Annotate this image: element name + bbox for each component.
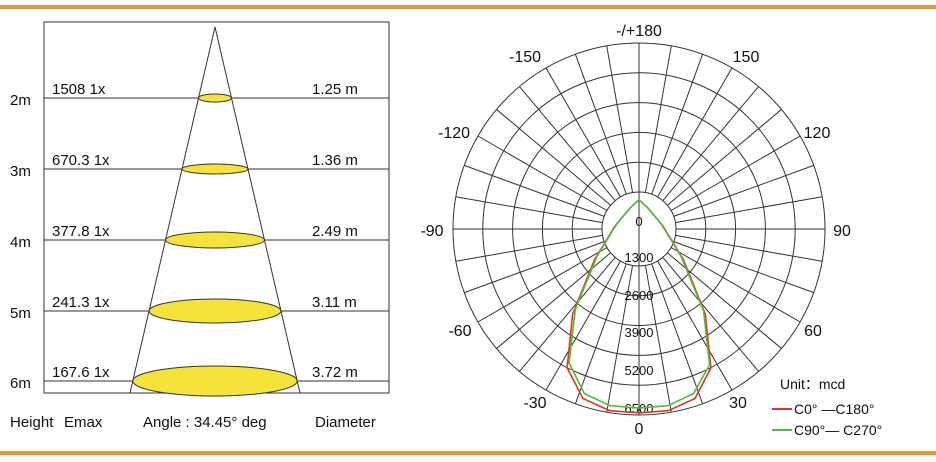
polar-spoke [477,247,608,323]
light-spot-ellipse [165,231,265,249]
polar-spoke [651,54,704,195]
top-accent-bar [0,5,936,9]
row-diameter-value: 1.25 m [312,81,358,98]
polar-spoke [574,54,627,195]
radial-scale-label: 0 [635,214,642,229]
angle-label-neg120: -120 [438,125,470,142]
footer-height-label: Height [10,414,54,431]
angle-label-pos90: 90 [833,223,851,240]
beam-cone-diagram: 2m 1508 1x 1.25 m 3m 670.3 1x 1.36 m 4m 377.8 1… [10,21,390,431]
angle-label-pos30: 30 [729,395,747,412]
angle-label-neg150: -150 [509,49,541,66]
polar-spoke [675,234,823,262]
polar-spoke [670,247,801,323]
angle-label-pos150: 150 [733,49,760,66]
light-spot-ellipse [148,298,282,324]
legend-label-c90-c270: C90°— C270° [794,422,882,438]
footer-emax-label: Emax [64,414,103,431]
cone-left-edge [129,26,216,394]
row-emax-value: 167.6 1x [52,364,110,381]
angle-label-neg60: -60 [448,323,471,340]
row-diameter-value: 1.36 m [312,152,358,169]
angle-label-bottom0: 0 [635,421,644,438]
row-height-label: 4m [10,234,31,251]
footer-diameter-label: Diameter [315,414,376,431]
polar-spoke [455,234,603,262]
row-emax-value: 241.3 1x [52,294,110,311]
polar-spoke [651,263,704,404]
angle-label-pos60: 60 [804,323,822,340]
legend-label-c0-c180: C0° —C180° [794,401,874,417]
bottom-accent-bar [0,451,936,455]
cone-right-edge [214,26,301,394]
polar-spoke [519,257,616,372]
radial-scale-label: 5200 [625,363,654,378]
radial-scale-label: 2600 [625,288,654,303]
light-spot-ellipse [132,365,298,397]
row-diameter-value: 2.49 m [312,223,358,240]
polar-spoke [662,257,759,372]
angle-label-neg30: -30 [523,395,546,412]
light-spot-ellipse [181,163,249,175]
polar-spoke [662,86,759,201]
radial-scale-label: 1300 [625,250,654,265]
row-emax-value: 1508 1x [52,81,106,98]
polar-spoke [464,241,605,294]
polar-spoke [667,252,782,349]
polar-spoke [657,67,733,198]
polar-spoke [606,45,634,193]
footer-angle-label: Angle : 34.45° deg [143,414,267,431]
angle-label-neg90: -90 [420,223,443,240]
polar-spoke [455,196,603,224]
polar-spoke [496,109,611,206]
polar-spoke [644,45,672,193]
polar-spoke [545,67,621,198]
row-height-label: 5m [10,305,31,322]
row-height-label: 6m [10,375,31,392]
polar-curve-c90-c270 [568,198,711,409]
light-spot-ellipse [198,93,232,103]
polar-spoke [667,109,782,206]
polar-spoke [657,260,733,391]
polar-spoke [606,265,634,413]
polar-spoke [673,241,814,294]
row-diameter-value: 3.11 m [312,294,357,311]
polar-spoke [545,260,621,391]
row-height-label: 2m [10,92,31,109]
angle-label-180: -/+180 [616,23,662,40]
row-diameter-value: 3.72 m [312,364,358,381]
polar-spoke [644,265,672,413]
polar-spoke [519,86,616,201]
polar-spoke [670,135,801,211]
polar-spoke [496,252,611,349]
angle-label-pos120: 120 [804,125,831,142]
row-height-label: 3m [10,163,31,180]
row-emax-value: 670.3 1x [52,152,110,169]
row-emax-value: 377.8 1x [52,223,110,240]
polar-spoke [464,164,605,217]
polar-spoke [477,135,608,211]
radial-scale-label: 3900 [625,325,654,340]
polar-spoke [673,164,814,217]
polar-spoke [675,196,823,224]
polar-spoke [574,263,627,404]
cone-frame [43,21,390,394]
polar-curves [566,198,712,414]
unit-label: Unit：mcd [780,376,845,392]
